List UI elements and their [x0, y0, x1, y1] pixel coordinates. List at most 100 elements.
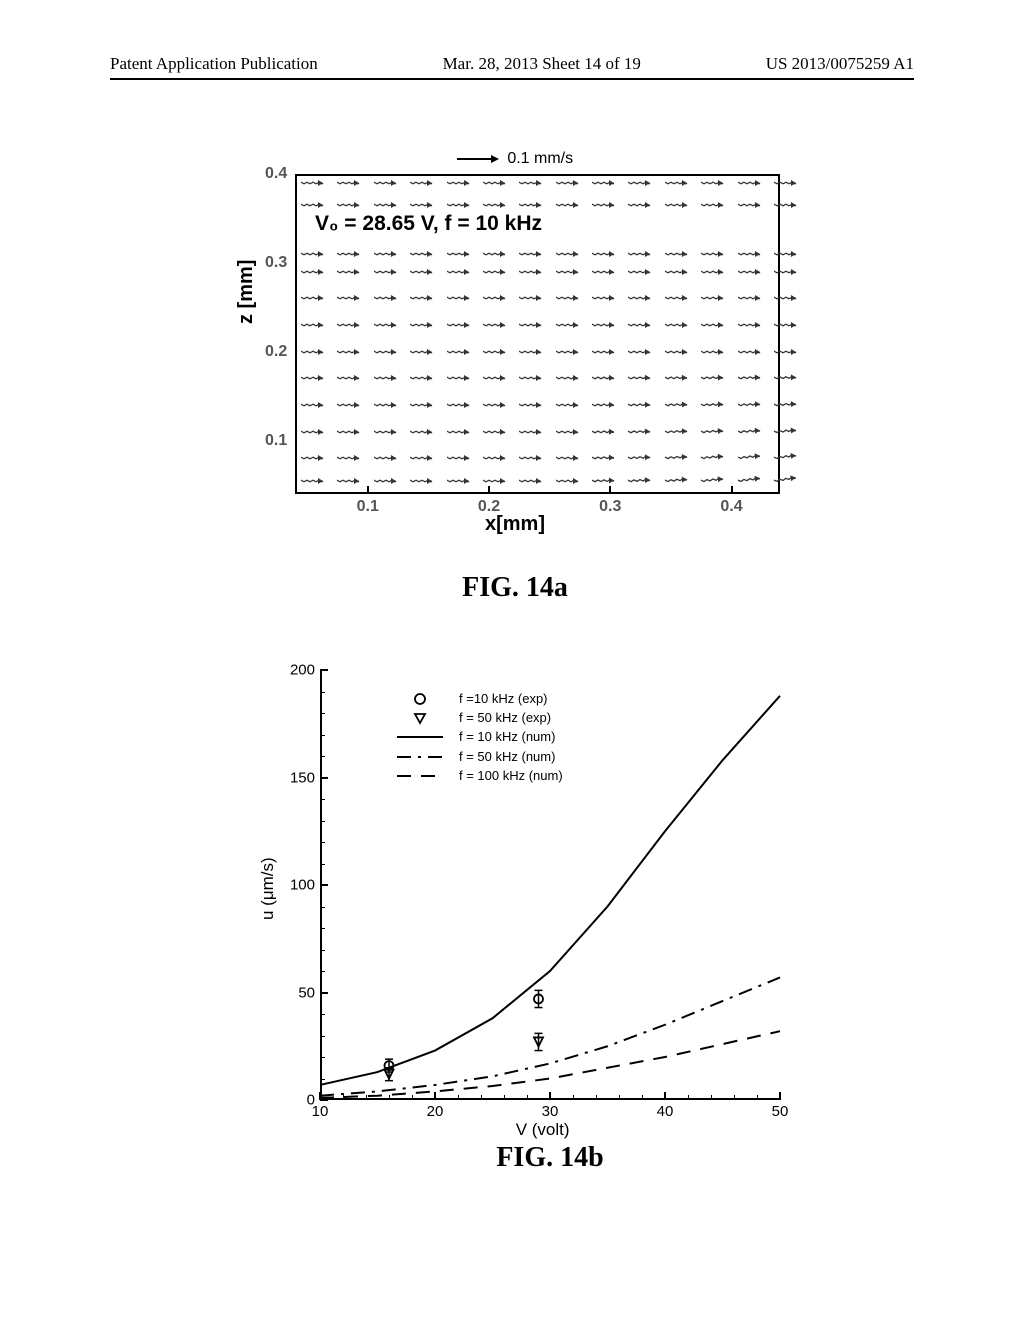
fig-a-ytick: 0.2: [265, 343, 287, 361]
velocity-vector: [556, 372, 584, 384]
velocity-vector: [628, 346, 656, 358]
velocity-vector: [701, 472, 730, 487]
velocity-vector: [483, 248, 511, 260]
velocity-vector: [301, 319, 329, 331]
velocity-vector: [301, 177, 329, 189]
velocity-vector: [483, 319, 511, 331]
fig-b-ytick: 50: [285, 984, 315, 1001]
line-plot: u (μm/s) V (volt) 0501001502001020304050…: [250, 660, 790, 1140]
velocity-vector: [556, 248, 584, 260]
velocity-vector: [701, 319, 729, 331]
velocity-vector: [556, 452, 584, 464]
velocity-vector: [337, 319, 365, 331]
velocity-vector: [592, 346, 620, 358]
vector-field-plot: V₀ = 28.65 V, f = 10 kHz z [mm] x[mm] 0.…: [235, 174, 795, 534]
velocity-vector: [556, 199, 584, 211]
velocity-vector: [447, 319, 475, 331]
velocity-vector: [519, 475, 547, 487]
velocity-vector: [701, 372, 729, 385]
fig-b-xtick: 40: [657, 1103, 674, 1120]
velocity-vector: [301, 452, 329, 464]
velocity-vector: [374, 266, 402, 278]
velocity-vector: [701, 424, 730, 438]
velocity-vector: [556, 399, 584, 411]
velocity-vector: [592, 266, 620, 278]
velocity-vector: [701, 199, 729, 211]
velocity-vector: [337, 372, 365, 384]
velocity-vector: [628, 199, 656, 211]
fig-a-xtick: 0.1: [357, 498, 379, 516]
fig-a-ytick: 0.1: [265, 432, 287, 450]
fig-b-xtick: 10: [312, 1103, 329, 1120]
velocity-vector: [483, 372, 511, 384]
velocity-vector: [301, 399, 329, 411]
velocity-vector: [519, 319, 547, 331]
velocity-vector: [628, 248, 656, 260]
velocity-vector: [410, 372, 438, 384]
velocity-vector: [447, 199, 475, 211]
velocity-vector: [592, 474, 620, 487]
header-right: US 2013/0075259 A1: [766, 54, 914, 74]
velocity-vector: [483, 399, 511, 411]
velocity-vector: [628, 177, 656, 189]
velocity-vector: [701, 248, 729, 260]
velocity-vector: [483, 266, 511, 278]
velocity-vector: [628, 292, 656, 304]
velocity-vector: [301, 248, 329, 260]
velocity-vector: [410, 452, 438, 464]
fig-a-scale-legend: 0.1 mm/s: [235, 150, 795, 168]
fig-b-ytick: 200: [285, 662, 315, 679]
velocity-vector: [519, 399, 547, 411]
velocity-vector: [664, 472, 693, 486]
velocity-vector: [519, 177, 547, 189]
velocity-vector: [483, 426, 511, 438]
velocity-vector: [374, 346, 402, 358]
velocity-vector: [774, 199, 802, 211]
scale-label: 0.1 mm/s: [507, 150, 573, 167]
velocity-vector: [410, 399, 438, 411]
velocity-vector: [628, 425, 656, 438]
velocity-vector: [701, 398, 729, 411]
velocity-vector: [665, 398, 693, 411]
fig-a-annotation: V₀ = 28.65 V, f = 10 kHz: [315, 212, 542, 236]
velocity-vector: [447, 177, 475, 189]
velocity-vector: [483, 475, 511, 487]
velocity-vector: [737, 372, 765, 385]
velocity-vector: [665, 199, 693, 211]
velocity-vector: [301, 266, 329, 278]
figure-14b: u (μm/s) V (volt) 0501001502001020304050…: [250, 660, 790, 1174]
velocity-vector: [337, 266, 365, 278]
velocity-vector: [664, 451, 693, 465]
velocity-vector: [301, 426, 329, 438]
velocity-vector: [628, 266, 656, 278]
velocity-vector: [447, 372, 475, 384]
velocity-vector: [519, 199, 547, 211]
header-center: Mar. 28, 2013 Sheet 14 of 19: [443, 54, 641, 74]
velocity-vector: [374, 199, 402, 211]
fig-a-xtick: 0.4: [720, 498, 742, 516]
velocity-vector: [447, 399, 475, 411]
fig-b-xtick: 30: [542, 1103, 559, 1120]
velocity-vector: [738, 319, 766, 331]
velocity-vector: [519, 292, 547, 304]
velocity-vector: [519, 346, 547, 358]
velocity-vector: [447, 475, 475, 487]
velocity-vector: [301, 346, 329, 358]
velocity-vector: [374, 177, 402, 189]
velocity-vector: [556, 177, 584, 189]
velocity-vector: [592, 199, 620, 211]
velocity-vector: [665, 319, 693, 331]
header-left: Patent Application Publication: [110, 54, 318, 74]
velocity-vector: [447, 346, 475, 358]
velocity-vector: [374, 399, 402, 411]
fig-a-ylabel: z [mm]: [235, 260, 258, 324]
velocity-vector: [773, 423, 802, 437]
velocity-vector: [774, 266, 802, 278]
fig-b-xtick: 20: [427, 1103, 444, 1120]
velocity-vector: [410, 475, 438, 487]
fig-b-xlabel: V (volt): [516, 1120, 570, 1140]
velocity-vector: [738, 199, 766, 211]
velocity-vector: [410, 266, 438, 278]
velocity-vector: [410, 292, 438, 304]
velocity-vector: [665, 248, 693, 260]
